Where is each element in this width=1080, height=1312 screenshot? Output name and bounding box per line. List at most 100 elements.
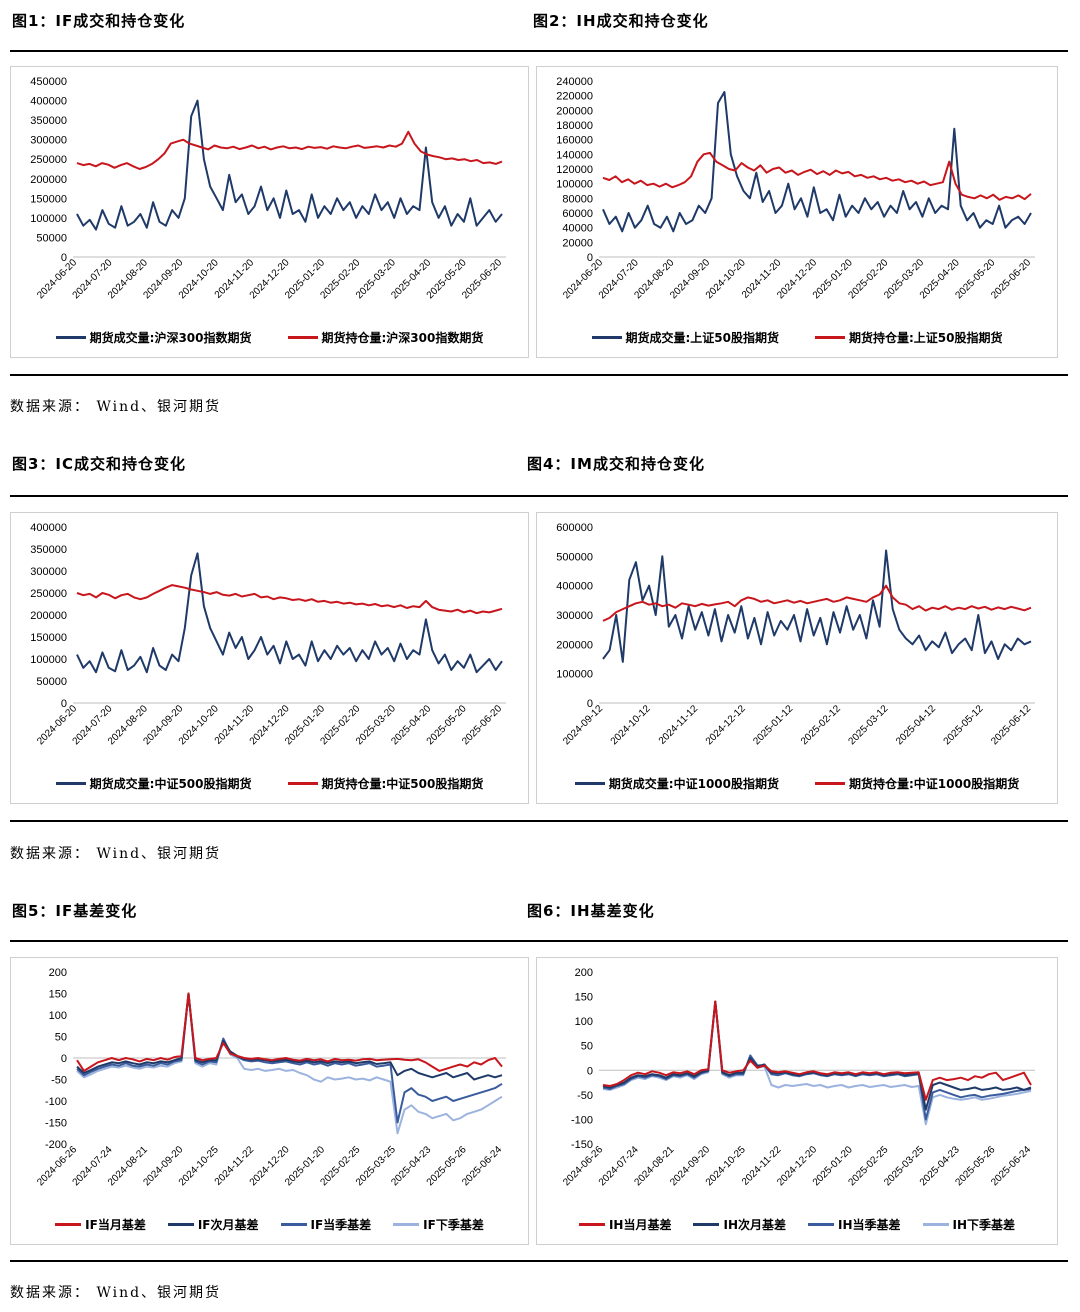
legend-item: IF下季基差 <box>393 1216 484 1233</box>
legend-swatch <box>591 336 622 339</box>
y-tick-label: 600000 <box>556 522 593 534</box>
chart-panel-6: -150 -100 -50 0 50 100 150 200 2024-06-26 2024-07… <box>536 957 1058 1245</box>
y-tick-label: 350000 <box>30 115 67 127</box>
legend-label: IF次月基差 <box>197 1218 259 1232</box>
legend-item: IF次月基差 <box>167 1216 259 1233</box>
chart-panel-4: 0 100000 200000 300000 400000 500000 600000 202… <box>536 512 1058 804</box>
figure-2-title: 图2：IH成交和持仓变化 <box>533 12 709 30</box>
y-tick-label: 100000 <box>556 669 593 681</box>
legend-item: IH次月基差 <box>693 1216 786 1233</box>
y-tick-label: 150000 <box>30 193 67 205</box>
figure-5-title: 图5：IF基差变化 <box>12 902 138 920</box>
series-line-1 <box>602 549 1032 663</box>
chart-1-svg: 0 50000 100000 150000 200000 250000 300000 3500… <box>30 76 506 301</box>
y-tick-label: 140000 <box>556 149 593 161</box>
legend-swatch <box>55 782 86 785</box>
legend-label: 期货成交量:上证50股指期货 <box>625 331 780 345</box>
legend-swatch <box>574 782 605 785</box>
chart-panel-1: 0 50000 100000 150000 200000 250000 300000 3500… <box>10 66 529 358</box>
legend-swatch <box>167 1223 194 1226</box>
y-tick-label: 300000 <box>30 135 67 147</box>
x-tick-label: 2024-12-12 <box>704 703 748 747</box>
chart-panel-5: -200 -150 -100 -50 0 50 100 150 200 2024-06-26 202… <box>10 957 529 1245</box>
chart-2-svg: 0 20000 40000 60000 80000 100000 120000 140000 1… <box>556 76 1035 301</box>
y-tick-label: 50000 <box>36 676 67 688</box>
y-tick-label: 350000 <box>30 544 67 556</box>
y-tick-label: -100 <box>45 1096 67 1108</box>
legend-label: IF当季基差 <box>310 1218 372 1232</box>
y-tick-label: 100 <box>49 1010 67 1022</box>
legend-item: IH当季基差 <box>808 1216 901 1233</box>
legend-swatch <box>55 336 86 339</box>
legend-swatch <box>55 1223 82 1226</box>
y-tick-label: 450000 <box>30 76 67 88</box>
legend-item: 期货成交量:沪深300指数期货 <box>55 329 252 346</box>
legend-item: IH当月基差 <box>578 1216 672 1233</box>
y-tick-label: 60000 <box>562 208 593 220</box>
legend-label: 期货持仓量:沪深300指数期货 <box>321 331 484 345</box>
figure-3-title: 图3：IC成交和持仓变化 <box>12 455 187 473</box>
divider-rule <box>10 374 1068 376</box>
y-tick-label: 80000 <box>562 193 593 205</box>
y-tick-label: 300000 <box>30 566 67 578</box>
legend-label: IF当月基差 <box>85 1218 146 1232</box>
chart-panel-3: 0 50000 100000 150000 200000 250000 300000 3500… <box>10 512 529 804</box>
x-tick-label: 2025-05-12 <box>942 703 986 747</box>
y-tick-label: 200000 <box>30 174 67 186</box>
series-line-3 <box>602 1000 1032 1121</box>
figure-6-title: 图6：IH基差变化 <box>527 902 655 920</box>
series-line-2 <box>602 1000 1032 1111</box>
y-tick-label: 160000 <box>556 135 593 147</box>
divider-rule <box>10 1260 1068 1262</box>
legend-label: 期货持仓量:中证1000股指期货 <box>849 777 1020 791</box>
data-source: 数据来源： Wind、银河期货 <box>10 1285 222 1301</box>
x-tick-label: 2024-09-12 <box>561 703 605 747</box>
chart-legend: 期货成交量:中证500股指期货 期货持仓量:中证500股指期货 <box>11 775 528 792</box>
chart-legend: 期货成交量:中证1000股指期货 期货持仓量:中证1000股指期货 <box>537 775 1057 792</box>
legend-label: 期货成交量:中证500股指期货 <box>89 777 252 791</box>
y-tick-label: -50 <box>577 1090 593 1102</box>
legend-item: IF当季基差 <box>280 1216 372 1233</box>
x-tick-label: 2025-03-12 <box>847 703 891 747</box>
y-tick-label: 300000 <box>556 610 593 622</box>
legend-label: IH次月基差 <box>723 1218 786 1232</box>
legend-item: 期货成交量:中证500股指期货 <box>55 775 252 792</box>
series-line-4 <box>602 1000 1032 1126</box>
y-tick-label: 0 <box>587 252 593 264</box>
legend-swatch <box>280 1223 307 1226</box>
legend-swatch <box>922 1223 949 1226</box>
legend-swatch <box>287 336 318 339</box>
divider-rule <box>10 50 1068 52</box>
legend-swatch <box>808 1223 834 1226</box>
y-tick-label: -150 <box>571 1139 593 1151</box>
legend-swatch <box>693 1223 720 1226</box>
chart-4-svg: 0 100000 200000 300000 400000 500000 600000 202… <box>556 522 1035 747</box>
chart-6-svg: -150-100-500501001502002024-06-262024-07… <box>561 967 1035 1188</box>
chart-legend: 期货成交量:上证50股指期货 期货持仓量:上证50股指期货 <box>537 329 1057 346</box>
legend-label: IH当月基差 <box>608 1218 672 1232</box>
chart-legend: IH当月基差 IH次月基差 IH当季基差 IH下季基差 <box>537 1216 1057 1233</box>
legend-swatch <box>393 1223 420 1226</box>
y-tick-label: 100000 <box>30 654 67 666</box>
divider-rule <box>10 495 1068 497</box>
y-tick-label: -200 <box>45 1139 67 1151</box>
y-tick-label: -100 <box>571 1114 593 1126</box>
series-line-3 <box>76 992 503 1124</box>
series-line-2 <box>76 584 503 615</box>
legend-label: 期货成交量:中证1000股指期货 <box>608 777 779 791</box>
data-source: 数据来源： Wind、银河期货 <box>10 399 222 415</box>
legend-item: 期货成交量:中证1000股指期货 <box>574 775 779 792</box>
y-tick-label: 0 <box>61 698 67 710</box>
y-tick-label: -150 <box>45 1118 67 1130</box>
legend-label: IH下季基差 <box>952 1218 1016 1232</box>
legend-swatch <box>578 1223 605 1226</box>
y-tick-label: 50 <box>55 1032 67 1044</box>
series-line-1 <box>602 91 1032 233</box>
y-tick-label: 200 <box>575 967 593 979</box>
y-tick-label: 250000 <box>30 154 67 166</box>
x-tick-label: 2025-06-12 <box>989 703 1033 747</box>
series-line-2 <box>76 992 503 1081</box>
chart-3-svg: 0 50000 100000 150000 200000 250000 300000 3500… <box>30 522 506 747</box>
y-tick-label: 250000 <box>30 588 67 600</box>
x-tick-label: 2025-02-12 <box>799 703 843 747</box>
